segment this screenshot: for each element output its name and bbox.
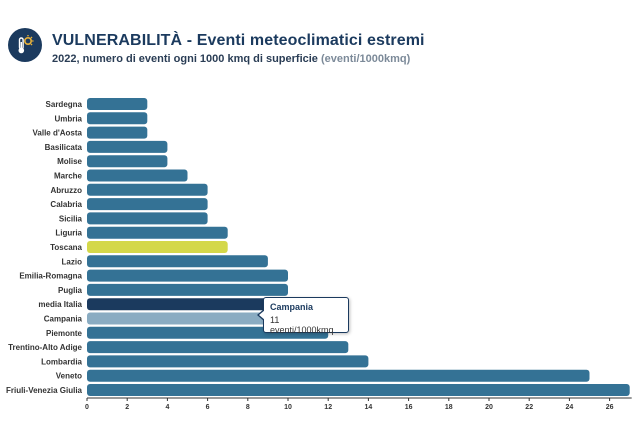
bar-campania[interactable] (87, 312, 268, 325)
category-label: Puglia (58, 286, 83, 295)
bar-abruzzo[interactable] (87, 183, 208, 196)
bar-veneto[interactable] (87, 369, 590, 382)
category-label: Molise (57, 157, 82, 166)
page-subtitle: 2022, numero di eventi ogni 1000 kmq di … (52, 53, 411, 65)
bar-valle-d-aosta[interactable] (87, 126, 148, 139)
bar-calabria[interactable] (87, 198, 208, 211)
category-label: Toscana (50, 243, 82, 252)
x-tick-label: 4 (165, 404, 169, 411)
thermometer-sun-icon (8, 28, 42, 62)
x-tick-label: 24 (566, 404, 574, 411)
category-label: Trentino-Alto Adige (8, 343, 82, 352)
page-title: VULNERABILITÀ - Eventi meteoclimatici es… (52, 32, 425, 49)
bar-emilia-romagna[interactable] (87, 269, 288, 282)
bar-friuli-venezia-giulia[interactable] (87, 384, 630, 396)
bar-lombardia[interactable] (87, 355, 369, 368)
bar-liguria[interactable] (87, 226, 228, 239)
bar-sicilia[interactable] (87, 212, 208, 225)
category-label: Sicilia (59, 214, 83, 223)
category-label: Lazio (62, 257, 83, 266)
category-label: Marche (54, 172, 83, 181)
x-tick-label: 14 (365, 404, 373, 411)
x-tick-label: 22 (525, 404, 533, 411)
category-label: Calabria (50, 200, 82, 209)
category-label: Sardegna (46, 100, 83, 109)
tooltip-value: 11 eventi/1000kmq (270, 315, 334, 335)
chart-tooltip: Campania 11 eventi/1000kmq (257, 297, 349, 335)
x-tick-label: 12 (324, 404, 332, 411)
bar-lazio[interactable] (87, 255, 268, 268)
category-label: Liguria (55, 229, 82, 238)
unit-label: (eventi/1000kmq) (320, 53, 411, 65)
category-label: Valle d'Aosta (33, 129, 83, 138)
x-tick-label: 8 (246, 404, 250, 411)
bar-umbria[interactable] (87, 112, 148, 125)
bar-marche[interactable] (87, 169, 188, 182)
category-label: Umbria (54, 114, 82, 123)
bar-toscana[interactable] (87, 241, 228, 253)
x-tick-label: 10 (284, 404, 292, 411)
category-label: Abruzzo (50, 186, 82, 195)
category-label: media Italia (38, 300, 82, 309)
category-label: Emilia-Romagna (19, 272, 82, 281)
chart-header: VULNERABILITÀ - Eventi meteoclimatici es… (8, 28, 425, 65)
bar-trentino-alto-adige[interactable] (87, 341, 349, 354)
bar-molise[interactable] (87, 155, 168, 168)
bar-sardegna[interactable] (87, 98, 148, 110)
x-tick-label: 6 (206, 404, 210, 411)
category-label: Piemonte (46, 329, 83, 338)
bar-basilicata[interactable] (87, 140, 168, 153)
tooltip-title: Campania (270, 302, 314, 312)
bar-puglia[interactable] (87, 283, 288, 296)
category-label: Lombardia (41, 357, 82, 366)
x-tick-label: 26 (606, 404, 614, 411)
x-tick-label: 2 (125, 404, 129, 411)
bar-media-italia[interactable] (87, 298, 268, 311)
x-tick-label: 20 (485, 404, 493, 411)
category-label: Veneto (56, 372, 82, 381)
x-tick-label: 16 (405, 404, 413, 411)
category-label: Basilicata (45, 143, 83, 152)
x-tick-label: 0 (85, 404, 89, 411)
category-label: Friuli-Venezia Giulia (6, 386, 83, 395)
category-label: Campania (44, 315, 83, 324)
x-tick-label: 18 (445, 404, 453, 411)
